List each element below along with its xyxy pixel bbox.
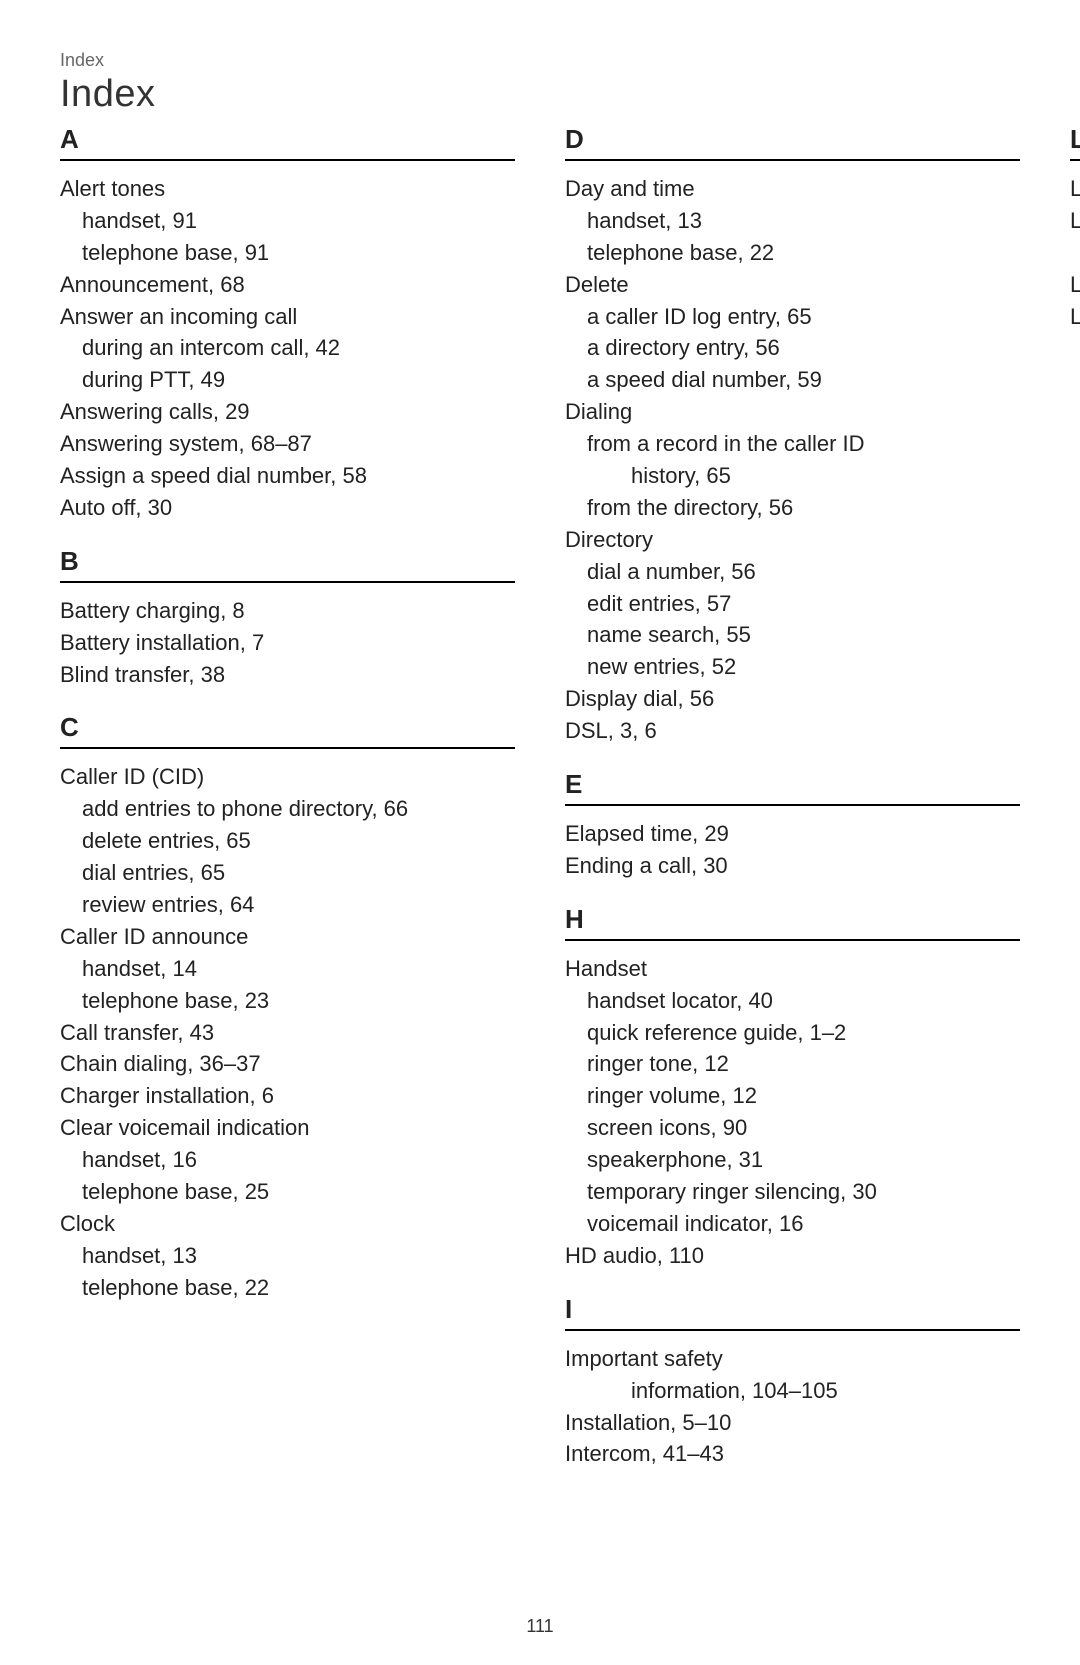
index-entry: HD audio, 110 bbox=[565, 1240, 1020, 1272]
index-entry: Caller ID announce bbox=[60, 921, 515, 953]
index-entry: DSL, 3, 6 bbox=[565, 715, 1020, 747]
index-entry: telephone base, 91 bbox=[60, 237, 515, 269]
index-entry: Answering calls, 29 bbox=[60, 396, 515, 428]
index-entry: telephone base, 25 bbox=[60, 1176, 515, 1208]
section-letter: B bbox=[60, 546, 515, 583]
index-entry: telephone base, 22 bbox=[60, 1272, 515, 1304]
index-entry: Dialing bbox=[565, 396, 1020, 428]
page-title: Index bbox=[60, 73, 1020, 116]
index-entry: Caller ID (CID) bbox=[60, 761, 515, 793]
index-entry: during PTT, 49 bbox=[60, 364, 515, 396]
index-entry: speakerphone, 31 bbox=[565, 1144, 1020, 1176]
index-entry: during an intercom call, 42 bbox=[60, 332, 515, 364]
index-entry: Announcement, 68 bbox=[60, 269, 515, 301]
index-entry: Charger installation, 6 bbox=[60, 1080, 515, 1112]
page-number: 111 bbox=[0, 1616, 1080, 1637]
index-entry: Installation, 5–10 bbox=[565, 1407, 1020, 1439]
index-entry: from a record in the caller ID bbox=[565, 428, 1020, 460]
index-entry: review entries, 64 bbox=[60, 889, 515, 921]
section-letter: H bbox=[565, 904, 1020, 941]
index-entry: quick reference guide, 1–2 bbox=[565, 1017, 1020, 1049]
index-entry: handset, 16 bbox=[60, 1144, 515, 1176]
index-entry: Last number redial, 31 bbox=[1070, 173, 1080, 205]
index-entry: reset LCD language, 14, 23 bbox=[1070, 237, 1080, 269]
index-entry: Elapsed time, 29 bbox=[565, 818, 1020, 850]
index-entry: screen icons, 90 bbox=[565, 1112, 1020, 1144]
index-entry: Chain dialing, 36–37 bbox=[60, 1048, 515, 1080]
index-section: E Elapsed time, 29Ending a call, 30 bbox=[565, 769, 1020, 882]
index-entry: ringer tone, 12 bbox=[565, 1048, 1020, 1080]
index-section: D Day and timehandset, 13telephone base, … bbox=[565, 124, 1020, 747]
index-entry: Limited warranty, 108–109 bbox=[1070, 301, 1080, 333]
index-entry: Handset bbox=[565, 953, 1020, 985]
index-entry: delete entries, 65 bbox=[60, 825, 515, 857]
index-entry: Call transfer, 43 bbox=[60, 1017, 515, 1049]
index-entry: a speed dial number, 59 bbox=[565, 364, 1020, 396]
index-entry: Directory bbox=[565, 524, 1020, 556]
section-letter: L bbox=[1070, 124, 1080, 161]
index-entry: name search, 55 bbox=[565, 619, 1020, 651]
index-entry: Clock bbox=[60, 1208, 515, 1240]
section-letter: I bbox=[565, 1294, 1020, 1331]
index-entry: Alert tones bbox=[60, 173, 515, 205]
index-entry: ringer volume, 12 bbox=[565, 1080, 1020, 1112]
index-entry: handset, 13 bbox=[565, 205, 1020, 237]
index-entry: handset, 13 bbox=[60, 1240, 515, 1272]
index-entry: edit entries, 57 bbox=[565, 588, 1020, 620]
index-entry: Battery installation, 7 bbox=[60, 627, 515, 659]
index-entry: handset, 91 bbox=[60, 205, 515, 237]
index-entry: handset, 14 bbox=[60, 953, 515, 985]
index-entry: Intercom, 41–43 bbox=[565, 1438, 1020, 1470]
index-entry: Day and time bbox=[565, 173, 1020, 205]
index-entry: temporary ringer silencing, 30 bbox=[565, 1176, 1020, 1208]
index-entry: Answering system, 68–87 bbox=[60, 428, 515, 460]
index-entry: Delete bbox=[565, 269, 1020, 301]
index-section: B Battery charging, 8Battery installation… bbox=[60, 546, 515, 691]
section-letter: C bbox=[60, 712, 515, 749]
index-entry: Battery charging, 8 bbox=[60, 595, 515, 627]
index-entry: history, 65 bbox=[565, 460, 1020, 492]
index-section: H Handsethandset locator, 40quick referen… bbox=[565, 904, 1020, 1272]
index-entry: voicemail indicator, 16 bbox=[565, 1208, 1020, 1240]
index-entry: Clear voicemail indication bbox=[60, 1112, 515, 1144]
index-entry: LCD language, 14, 23 bbox=[1070, 205, 1080, 237]
page-header-small: Index bbox=[60, 50, 1020, 71]
section-letter: D bbox=[565, 124, 1020, 161]
index-entry: dial entries, 65 bbox=[60, 857, 515, 889]
index-entry: handset locator, 40 bbox=[565, 985, 1020, 1017]
section-letter: A bbox=[60, 124, 515, 161]
index-entry: telephone base, 23 bbox=[60, 985, 515, 1017]
index-entry: Blind transfer, 38 bbox=[60, 659, 515, 691]
index-entry: add entries to phone directory, 66 bbox=[60, 793, 515, 825]
index-section: C Caller ID (CID)add entries to phone dir… bbox=[60, 712, 515, 1303]
index-entry: Assign a speed dial number, 58 bbox=[60, 460, 515, 492]
index-entry: Important safety bbox=[565, 1343, 1020, 1375]
section-letter: E bbox=[565, 769, 1020, 806]
index-section: I Important safetyinformation, 104–105Ins… bbox=[565, 1294, 1020, 1471]
index-section: L Last number redial, 31LCD language, 14,… bbox=[1070, 124, 1080, 332]
index-entry: Auto off, 30 bbox=[60, 492, 515, 524]
index-entry: information, 104–105 bbox=[565, 1375, 1020, 1407]
index-entry: new entries, 52 bbox=[565, 651, 1020, 683]
index-entry: from the directory, 56 bbox=[565, 492, 1020, 524]
index-entry: dial a number, 56 bbox=[565, 556, 1020, 588]
index-entry: telephone base, 22 bbox=[565, 237, 1020, 269]
index-entry: Ending a call, 30 bbox=[565, 850, 1020, 882]
index-entry: Answer an incoming call bbox=[60, 301, 515, 333]
index-entry: a caller ID log entry, 65 bbox=[565, 301, 1020, 333]
index-section: A Alert toneshandset, 91telephone base, 9… bbox=[60, 124, 515, 524]
index-columns: A Alert toneshandset, 91telephone base, 9… bbox=[60, 124, 1020, 1564]
index-entry: a directory entry, 56 bbox=[565, 332, 1020, 364]
index-entry: Display dial, 56 bbox=[565, 683, 1020, 715]
index-entry: Lights, 92 bbox=[1070, 269, 1080, 301]
